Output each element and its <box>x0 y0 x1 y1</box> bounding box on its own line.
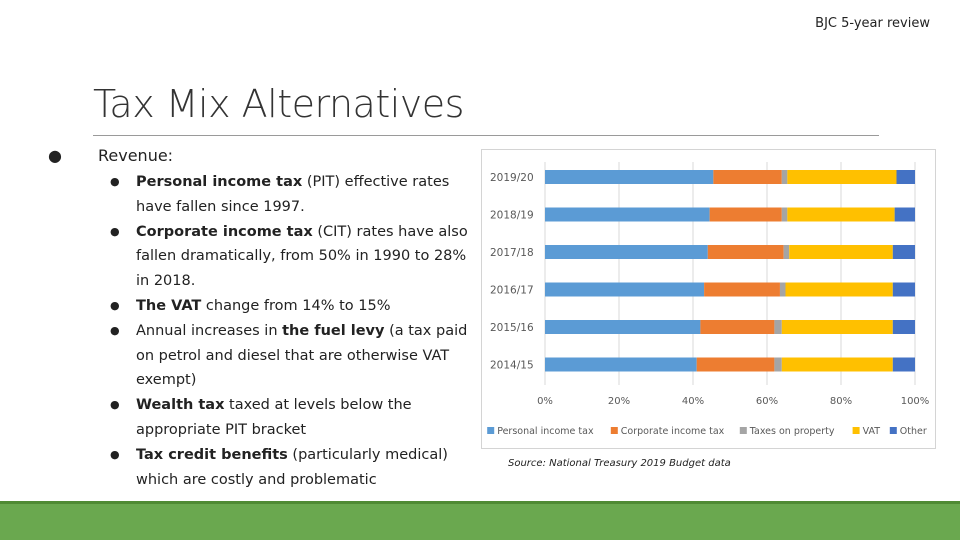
bullet-item-fuel-levy: ● Annual increases in the fuel levy (a ta… <box>108 319 478 393</box>
x-tick-label: 60% <box>756 396 778 407</box>
bar-segment <box>545 357 697 372</box>
bullet-text: taxed at levels below the appropriate PI… <box>136 397 412 438</box>
bullet-item-wealth-tax: ● Wealth tax taxed at levels below the ap… <box>108 393 478 443</box>
bullet-text: change from 14% to 15% <box>201 297 391 314</box>
bullet-text: (CIT) rates have also fallen dramaticall… <box>136 223 468 290</box>
legend-swatch <box>852 427 860 434</box>
stacked-bar-chart-svg: 0% 20% 40% 60% 80% 100% 2019/20 2018/19 2017/18 2… <box>487 162 930 437</box>
bar-segment <box>696 357 775 372</box>
legend-swatch <box>739 427 747 434</box>
legend-swatch <box>610 427 618 434</box>
x-tick-label: 100% <box>901 396 930 407</box>
bullet-item-pit: ● Personal income tax (PIT) effective rat… <box>108 170 478 220</box>
y-category-label: 2015/16 <box>490 322 534 334</box>
bar-segment <box>545 320 701 334</box>
bar-segment <box>892 282 915 297</box>
bullet-bold: Wealth tax <box>136 397 225 414</box>
bar-segment <box>892 320 915 334</box>
bar-segment <box>779 282 786 297</box>
bar-segment <box>783 245 790 259</box>
bar-segment <box>787 170 897 184</box>
tax-mix-chart: 0% 20% 40% 60% 80% 100% 2019/20 2018/19 2017/18 2… <box>481 149 936 449</box>
bullet-dot-icon: ● <box>110 323 120 337</box>
bar-segment <box>545 170 714 184</box>
bullet-item-vat: ● The VAT change from 14% to 15% <box>108 294 478 319</box>
bullet-text-pre: Annual increases in <box>136 322 283 339</box>
bar-segment <box>781 357 893 372</box>
revenue-bullet: ● Revenue: <box>48 146 173 165</box>
footer-bar <box>0 501 960 540</box>
bar-segment <box>781 207 788 222</box>
bullet-dot-icon: ● <box>110 398 120 412</box>
bar-segment <box>787 207 895 222</box>
x-tick-label: 80% <box>830 396 852 407</box>
x-tick-label: 20% <box>608 396 630 407</box>
legend-label: Other <box>900 426 927 437</box>
revenue-label: Revenue: <box>98 146 174 165</box>
bullet-dot-icon: ● <box>110 224 120 238</box>
x-tick-label: 40% <box>682 396 704 407</box>
bar-segment <box>774 357 782 372</box>
bar-segment <box>704 282 780 297</box>
bullet-bold: Personal income tax <box>136 174 303 190</box>
slide-title: Tax Mix Alternatives <box>93 82 464 126</box>
bullet-bold: Corporate income tax <box>136 223 313 240</box>
bar-segment <box>789 245 893 259</box>
bar-segment <box>545 245 708 259</box>
y-category-label: 2014/15 <box>490 360 534 372</box>
bullet-text: (particularly medical) which are costly … <box>136 446 448 488</box>
y-category-label: 2018/19 <box>490 210 534 222</box>
bullet-bold: The VAT <box>136 297 202 314</box>
bar-segment <box>545 207 710 222</box>
bar-segment <box>781 320 893 334</box>
bar-segment <box>545 282 705 297</box>
y-category-label: 2019/20 <box>490 172 534 184</box>
bar-segment <box>892 357 915 372</box>
bullet-dot-icon: ● <box>110 298 120 312</box>
bar-segment <box>713 170 782 184</box>
y-category-label: 2017/18 <box>490 247 534 259</box>
bar-segment <box>700 320 775 334</box>
bar-segment <box>709 207 782 222</box>
legend-label: Personal income tax <box>497 426 594 437</box>
legend-label: Corporate income tax <box>621 426 725 437</box>
footer-stripe <box>0 501 960 504</box>
bullet-bold: Tax credit benefits <box>136 446 288 463</box>
bar-segment <box>785 282 893 297</box>
bar-segment <box>896 170 915 184</box>
bullet-item-cit: ● Corporate income tax (CIT) rates have a… <box>108 220 478 294</box>
bullet-text: (a tax paid on petrol and diesel that ar… <box>136 322 468 389</box>
bullet-dot-icon: ● <box>110 175 120 188</box>
title-divider <box>93 135 879 136</box>
bullet-dot-icon: ● <box>110 447 120 461</box>
y-category-label: 2016/17 <box>490 285 534 297</box>
bullet-item-tax-credits: ● Tax credit benefits (particularly medic… <box>108 443 478 493</box>
bar-segment <box>707 245 784 259</box>
bullet-bold: the fuel levy <box>282 322 385 339</box>
legend-label: VAT <box>863 426 881 437</box>
header-note: BJC 5-year review <box>815 16 930 31</box>
bar-segment <box>892 245 915 259</box>
bar-segment <box>774 320 782 334</box>
bar-segment <box>894 207 915 222</box>
bullet-dot-icon: ● <box>48 146 62 165</box>
bullet-text: (PIT) effective rates have fallen since … <box>136 174 450 215</box>
revenue-sub-bullets: ● Personal income tax (PIT) effective rat… <box>108 170 478 492</box>
legend-swatch <box>889 427 897 434</box>
bar-segment <box>781 170 788 184</box>
legend-label: Taxes on property <box>749 426 835 437</box>
legend-swatch <box>487 427 495 434</box>
source-note: Source: National Treasury 2019 Budget da… <box>508 458 731 469</box>
x-tick-label: 0% <box>537 396 553 407</box>
